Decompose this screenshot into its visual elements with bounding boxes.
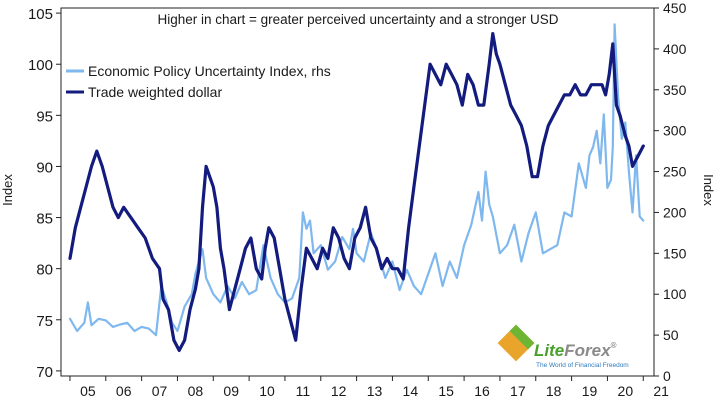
x-tick-label: 08 [188, 383, 204, 399]
y-right-tick-label: 150 [663, 245, 687, 261]
y-right-tick-label: 50 [663, 327, 679, 343]
y-left-tick-label: 80 [36, 262, 53, 279]
y-right-tick-label: 450 [663, 0, 687, 16]
x-tick-label: 20 [618, 383, 634, 399]
logo-word-forex: Forex [564, 341, 612, 360]
x-tick-label: 11 [296, 383, 311, 399]
y-left-tick-label: 95 [36, 108, 53, 125]
y-left-tick-label: 90 [36, 159, 53, 176]
series-line-trade-dollar [68, 31, 645, 352]
chart-title: Higher in chart = greater perceived unce… [157, 12, 558, 27]
x-tick-label: 15 [438, 383, 454, 399]
legend-label-uncertainty: Economic Policy Uncertainty Index, rhs [88, 63, 331, 79]
x-tick-label: 07 [152, 383, 168, 399]
right-axis: 0 50 100 150 200 250 300 350 400 450 [654, 0, 687, 384]
logo-registered: ® [611, 341, 617, 350]
x-axis: 05 06 07 08 09 10 11 12 13 14 15 16 17 18 19 20 21 [69, 376, 669, 399]
y-axis-left-label: Index [0, 174, 15, 206]
y-left-tick-label: 70 [36, 364, 53, 381]
y-left-tick-label: 105 [28, 6, 53, 23]
x-tick-label: 16 [474, 383, 490, 399]
x-tick-label: 17 [510, 383, 526, 399]
logo-wordmark: LiteForex® [534, 341, 617, 360]
x-tick-label: 12 [331, 383, 347, 399]
logo-mark-band [509, 324, 535, 350]
liteforex-logo: LiteForex® The World of Financial Freedo… [497, 324, 629, 369]
x-tick-label: 14 [403, 383, 419, 399]
y-right-tick-label: 350 [663, 82, 687, 98]
y-right-tick-label: 250 [663, 164, 687, 180]
y-right-tick-label: 100 [663, 286, 687, 302]
x-tick-label: 05 [80, 383, 96, 399]
y-left-tick-label: 75 [36, 313, 53, 330]
y-right-tick-label: 200 [663, 204, 687, 220]
logo-tagline: The World of Financial Freedom [536, 362, 629, 369]
left-axis: 70 75 80 85 90 95 100 105 [28, 6, 61, 381]
legend: Economic Policy Uncertainty Index, rhs T… [66, 63, 331, 100]
x-tick-label: 13 [367, 383, 383, 399]
y-right-tick-label: 0 [663, 368, 671, 384]
plot-frame [60, 7, 655, 377]
series-layer [68, 23, 645, 352]
x-tick-label: 09 [223, 383, 239, 399]
y-left-tick-label: 85 [36, 211, 53, 228]
y-left-tick-label: 100 [28, 57, 53, 74]
x-tick-label: 06 [116, 383, 132, 399]
legend-label-dollar: Trade weighted dollar [88, 84, 222, 100]
x-tick-label: 10 [259, 383, 275, 399]
x-tick-label: 19 [582, 383, 598, 399]
y-right-tick-label: 400 [663, 41, 687, 57]
y-right-tick-label: 300 [663, 123, 687, 139]
y-axis-right-label: Index [701, 174, 716, 206]
logo-mark [497, 324, 535, 362]
logo-word-lite: Lite [534, 341, 564, 360]
series-line-uncertainty [68, 23, 645, 337]
x-tick-label: 21 [653, 383, 669, 399]
x-tick-label: 18 [546, 383, 562, 399]
